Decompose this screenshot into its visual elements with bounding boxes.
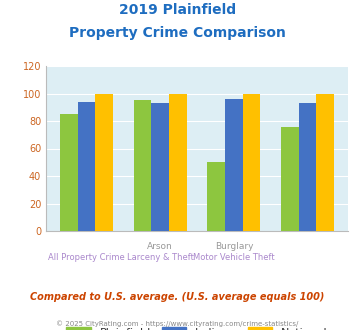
Text: Burglary: Burglary — [215, 242, 253, 251]
Bar — [133, 100, 151, 231]
Bar — [299, 103, 317, 231]
Bar — [95, 93, 113, 231]
Text: Arson: Arson — [147, 242, 173, 251]
Bar — [225, 99, 243, 231]
Bar — [281, 126, 299, 231]
Bar — [60, 114, 77, 231]
Bar — [77, 102, 95, 231]
Bar — [207, 162, 225, 231]
Bar — [169, 93, 187, 231]
Bar — [317, 93, 334, 231]
Bar — [243, 93, 261, 231]
Text: © 2025 CityRating.com - https://www.cityrating.com/crime-statistics/: © 2025 CityRating.com - https://www.city… — [56, 320, 299, 327]
Text: Larceny & Theft: Larceny & Theft — [127, 253, 193, 262]
Text: 2019 Plainfield: 2019 Plainfield — [119, 3, 236, 17]
Text: Property Crime Comparison: Property Crime Comparison — [69, 26, 286, 40]
Bar — [151, 103, 169, 231]
Text: Motor Vehicle Theft: Motor Vehicle Theft — [193, 253, 275, 262]
Text: All Property Crime: All Property Crime — [48, 253, 125, 262]
Text: Compared to U.S. average. (U.S. average equals 100): Compared to U.S. average. (U.S. average … — [30, 292, 325, 302]
Legend: Plainfield, Indiana, National: Plainfield, Indiana, National — [62, 322, 332, 330]
